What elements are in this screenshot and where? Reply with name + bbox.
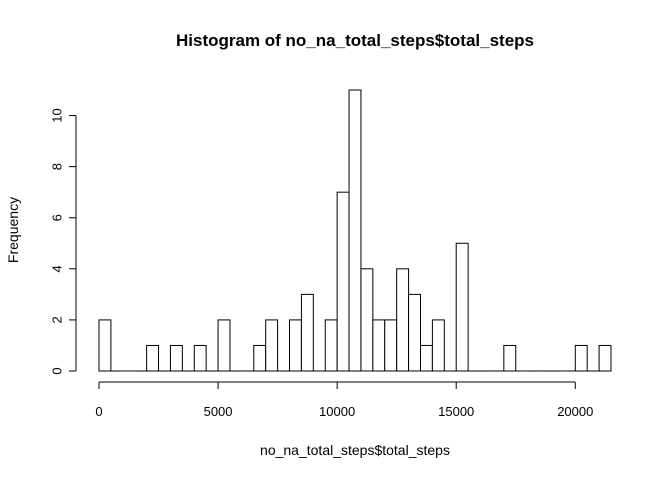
histogram-bar bbox=[574, 344, 588, 372]
histogram-bar bbox=[289, 319, 302, 372]
histogram-bar bbox=[217, 319, 231, 372]
histogram-bar bbox=[146, 344, 160, 372]
histogram-bar bbox=[265, 319, 279, 372]
histogram-bar bbox=[300, 293, 314, 372]
histogram-bar bbox=[324, 319, 338, 372]
histogram-bar bbox=[455, 242, 469, 372]
histogram-bar bbox=[169, 344, 183, 372]
y-tick-label: 0 bbox=[50, 367, 65, 374]
x-tick-label: 15000 bbox=[438, 404, 474, 419]
x-tick-label: 10000 bbox=[319, 404, 355, 419]
y-axis: 0 2 4 6 8 10 bbox=[50, 108, 77, 375]
y-axis-label: Frequency bbox=[5, 197, 21, 263]
y-tick-label: 10 bbox=[50, 108, 65, 122]
histogram-bar bbox=[598, 344, 612, 372]
histogram-bar bbox=[348, 89, 362, 372]
x-tick-label: 5000 bbox=[204, 404, 233, 419]
histogram-bar bbox=[408, 293, 421, 372]
histogram-bar bbox=[193, 344, 207, 372]
histogram-bar bbox=[384, 319, 398, 372]
histogram-bar bbox=[253, 344, 267, 372]
x-tick-label: 20000 bbox=[557, 404, 593, 419]
y-tick-label: 4 bbox=[50, 265, 65, 272]
histogram-bar bbox=[372, 319, 386, 372]
x-axis: 0 5000 10000 15000 20000 bbox=[95, 381, 593, 419]
histogram-bar bbox=[336, 191, 350, 372]
histogram-bar bbox=[396, 268, 410, 372]
x-tick-label: 0 bbox=[95, 404, 102, 419]
histogram-bar bbox=[98, 319, 112, 372]
y-tick-label: 8 bbox=[50, 163, 65, 170]
chart-title: Histogram of no_na_total_steps$total_ste… bbox=[176, 31, 534, 50]
histogram-bars bbox=[98, 89, 612, 372]
x-axis-label: no_na_total_steps$total_steps bbox=[260, 442, 450, 458]
y-tick-label: 2 bbox=[50, 316, 65, 323]
histogram-bar bbox=[503, 344, 517, 372]
histogram-bar bbox=[431, 319, 445, 372]
histogram-bar bbox=[360, 268, 374, 372]
y-tick-label: 6 bbox=[50, 214, 65, 221]
histogram-bar bbox=[419, 344, 433, 372]
